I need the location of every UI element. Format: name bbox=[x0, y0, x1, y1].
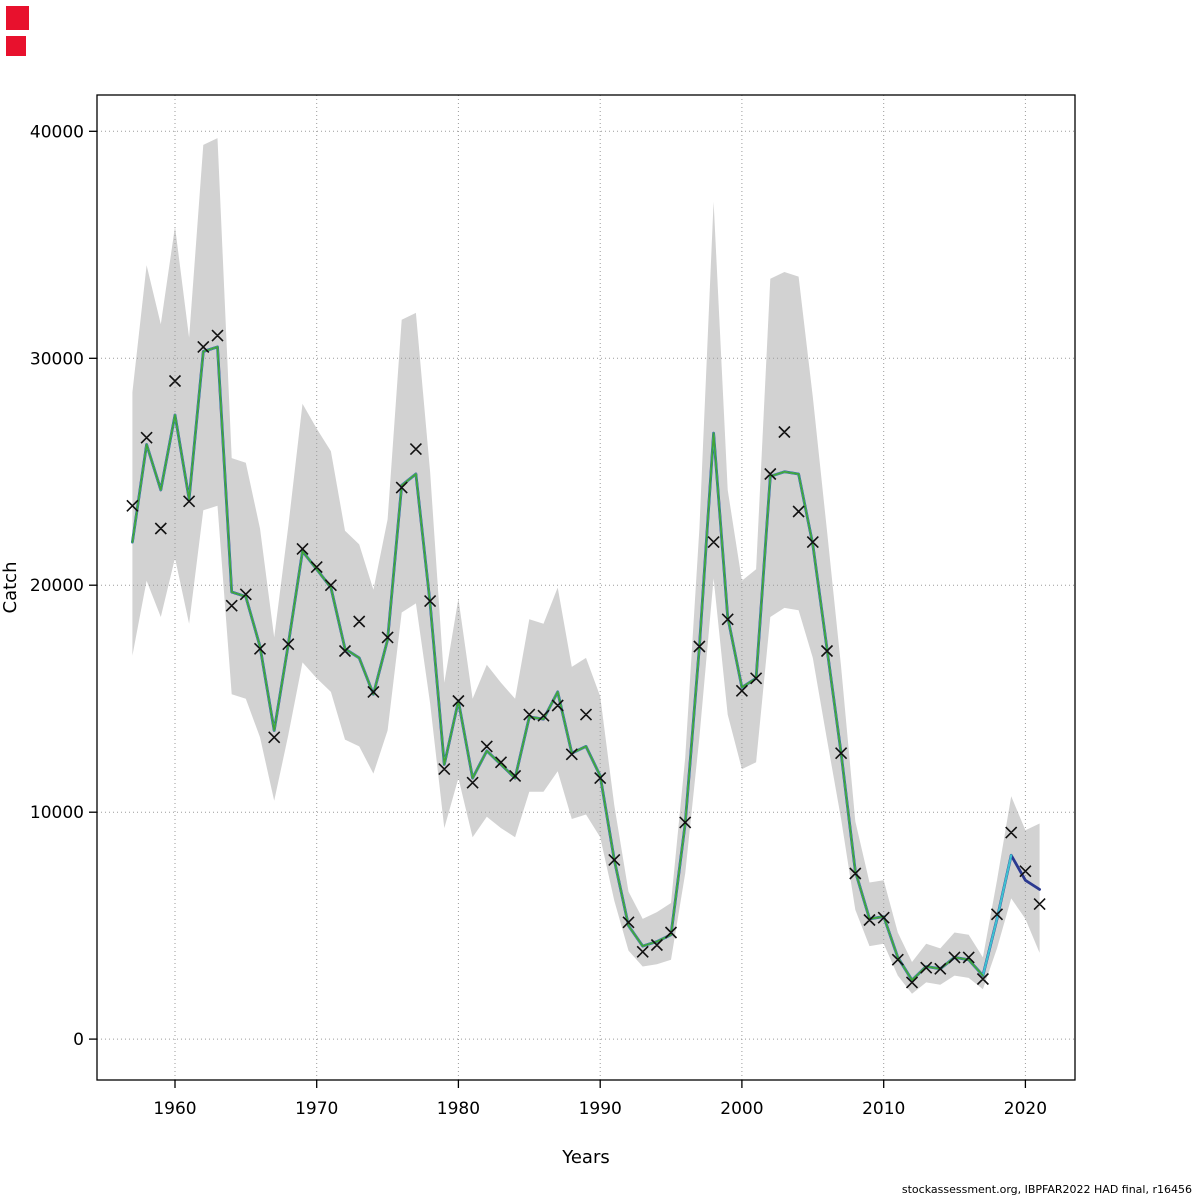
observed-catch-points bbox=[126, 329, 1046, 989]
svg-text:20000: 20000 bbox=[30, 576, 84, 596]
svg-text:40000: 40000 bbox=[30, 122, 84, 142]
svg-text:2020: 2020 bbox=[1004, 1099, 1047, 1119]
x-axis-label: Years bbox=[561, 1147, 610, 1168]
svg-text:2010: 2010 bbox=[862, 1099, 905, 1119]
svg-text:10000: 10000 bbox=[30, 803, 84, 823]
grid bbox=[97, 95, 1075, 1080]
svg-text:1980: 1980 bbox=[437, 1099, 480, 1119]
red-artifact-1 bbox=[6, 6, 29, 30]
svg-text:1990: 1990 bbox=[579, 1099, 622, 1119]
svg-text:1960: 1960 bbox=[153, 1099, 196, 1119]
svg-text:2000: 2000 bbox=[720, 1099, 763, 1119]
plot-border bbox=[96, 94, 1076, 1081]
catch-chart-mount: 1960 1970 1980 1990 2000 2010 2020 0 10000 20000 3… bbox=[0, 94, 1076, 1168]
svg-text:1970: 1970 bbox=[295, 1099, 338, 1119]
plot-credit: stockassessment.org, IBPFAR2022 HAD fina… bbox=[901, 1183, 1192, 1196]
confidence-band bbox=[132, 138, 1040, 994]
red-artifact-2 bbox=[6, 36, 26, 56]
svg-text:30000: 30000 bbox=[30, 349, 84, 369]
x-axis: 1960 1970 1980 1990 2000 2010 2020 bbox=[153, 1080, 1047, 1119]
y-axis: 0 10000 20000 30000 40000 bbox=[30, 122, 97, 1050]
svg-text:0: 0 bbox=[73, 1030, 84, 1050]
y-axis-label: Catch bbox=[0, 562, 21, 614]
